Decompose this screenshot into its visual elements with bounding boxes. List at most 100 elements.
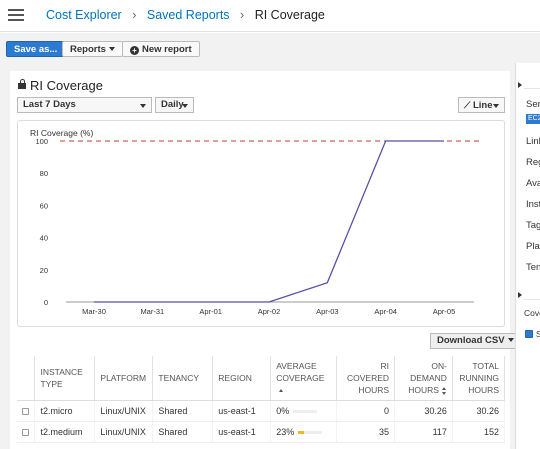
coverage-chart-svg: RI Coverage (%) 0 20 40 60 80 100 Mar-30 Mar-31… [30, 128, 482, 316]
service-badge[interactable]: EC2 [526, 114, 540, 124]
y-tick-label: 0 [44, 298, 48, 307]
granularity-value: Daily [161, 99, 184, 110]
side-divider [524, 88, 540, 89]
x-tick-label: Apr-04 [374, 307, 397, 316]
column-header-ri-covered-hours[interactable]: RI COVERED HOURS [336, 356, 396, 401]
new-report-label: New report [142, 44, 192, 55]
header-label: ON-DEMAND HOURS [408, 361, 447, 395]
select-all-column [17, 356, 36, 401]
column-header-region[interactable]: REGION [212, 356, 272, 401]
new-report-button[interactable]: + New report [122, 41, 200, 57]
column-header-instance-type[interactable]: INSTANCE TYPE [34, 356, 96, 401]
header-label: PLATFORM [100, 373, 147, 383]
line-chart-icon: ⟋ [464, 100, 471, 110]
sort-ascending-icon [279, 389, 284, 393]
x-tick-label: Apr-05 [433, 307, 456, 316]
coverage-series-line [94, 140, 444, 303]
plus-icon: + [130, 46, 139, 55]
report-title-text: RI Coverage [30, 78, 103, 93]
report-panel: RI Coverage Last 7 Days Daily ⟋ Line RI … [10, 71, 521, 449]
x-tick-label: Mar-30 [82, 307, 106, 316]
coverage-cell: 0% [270, 400, 338, 422]
reports-label: Reports [70, 44, 106, 55]
coverage-bar-fill [298, 431, 304, 435]
menu-icon[interactable] [8, 9, 24, 22]
filter-region[interactable]: Reg [526, 157, 540, 168]
header-label: TOTAL RUNNING HOURS [459, 361, 499, 395]
on-demand-hours-cell: 30.26 [394, 400, 453, 422]
table-row[interactable]: t2.medium Linux/UNIX Shared us-east-1 23… [17, 421, 506, 443]
coverage-value: 0% [276, 406, 290, 416]
header-label: INSTANCE TYPE [40, 367, 83, 389]
filters-side-panel: Ser EC2 Link Reg Ava Inst Tag Plat Ten C… [515, 63, 540, 449]
breadcrumb-saved-reports[interactable]: Saved Reports [146, 8, 230, 22]
lock-icon [18, 79, 26, 89]
instance-type-cell: t2.medium [34, 421, 96, 443]
date-range-select[interactable]: Last 7 Days [17, 97, 152, 113]
y-tick-label: 20 [40, 266, 48, 275]
header-label: REGION [218, 373, 252, 383]
date-range-value: Last 7 Days [23, 99, 76, 110]
sort-icon [441, 386, 447, 395]
header-label: RI COVERED HOURS [347, 361, 390, 395]
table-row[interactable]: t2.micro Linux/UNIX Shared us-east-1 0% … [17, 400, 506, 422]
chevron-right-icon[interactable] [518, 82, 522, 88]
chevron-right-icon[interactable] [518, 292, 522, 298]
header-label: AVERAGE COVERAGE [276, 361, 325, 383]
coverage-table: INSTANCE TYPE PLATFORM TENANCY REGION AV… [17, 356, 506, 443]
filter-service[interactable]: Ser [526, 99, 540, 110]
chart-type-select[interactable]: ⟋ Line [458, 97, 505, 113]
caret-down-icon [493, 104, 499, 108]
platform-cell: Linux/UNIX [94, 400, 154, 422]
caret-down-icon [140, 104, 146, 108]
column-header-total-running-hours[interactable]: TOTAL RUNNING HOURS [452, 356, 506, 401]
row-select [17, 421, 36, 443]
save-as-button[interactable]: Save as... [6, 41, 66, 57]
top-bar: Cost Explorer › Saved Reports › RI Cover… [0, 0, 540, 32]
tenancy-cell: Shared [152, 400, 214, 422]
column-header-average-coverage[interactable]: AVERAGE COVERAGE [270, 356, 338, 401]
chart-type-value: Line [472, 100, 493, 111]
coverage-cell: 23% [270, 421, 338, 443]
x-tick-label: Apr-01 [199, 307, 222, 316]
coverage-bar [298, 431, 323, 435]
breadcrumb: Cost Explorer › Saved Reports › RI Cover… [46, 8, 325, 22]
row-checkbox[interactable] [22, 429, 29, 437]
column-header-platform[interactable]: PLATFORM [94, 356, 154, 401]
x-tick-label: Mar-31 [140, 307, 164, 316]
report-title: RI Coverage [18, 78, 103, 93]
filter-platform[interactable]: Plat [526, 241, 540, 252]
granularity-select[interactable]: Daily [155, 97, 194, 113]
column-header-tenancy[interactable]: TENANCY [152, 356, 214, 401]
coverage-bar [293, 410, 318, 414]
table-header-row: INSTANCE TYPE PLATFORM TENANCY REGION AV… [17, 356, 506, 401]
y-tick-label: 80 [40, 169, 48, 178]
tenancy-cell: Shared [152, 421, 214, 443]
filter-availability-zone[interactable]: Ava [526, 178, 540, 189]
toolbar: Save as... Reports + New report [0, 33, 540, 63]
coverage-chart: RI Coverage (%) 0 20 40 60 80 100 Mar-30 Mar-31… [17, 120, 505, 327]
filter-instance-type[interactable]: Inst [526, 199, 540, 210]
x-tick-label: Apr-03 [316, 307, 339, 316]
download-csv-button[interactable]: Download CSV [430, 333, 521, 349]
caret-down-icon [182, 104, 188, 108]
filter-tag[interactable]: Tag [526, 220, 540, 231]
total-running-hours-cell: 152 [452, 421, 506, 443]
filter-linked-account[interactable]: Link [526, 136, 540, 147]
on-demand-hours-cell: 117 [394, 421, 453, 443]
reports-dropdown-button[interactable]: Reports [62, 41, 123, 57]
breadcrumb-cost-explorer[interactable]: Cost Explorer [46, 8, 122, 22]
y-tick-label: 40 [40, 234, 48, 243]
content-area: RI Coverage Last 7 Days Daily ⟋ Line RI … [0, 63, 540, 449]
y-tick-label: 100 [35, 137, 48, 146]
instance-type-cell: t2.micro [34, 400, 96, 422]
show-checkbox[interactable] [525, 330, 533, 338]
y-tick-label: 60 [40, 201, 48, 210]
ri-covered-hours-cell: 0 [336, 400, 396, 422]
column-header-on-demand-hours[interactable]: ON-DEMAND HOURS [394, 356, 453, 401]
filter-tenancy[interactable]: Ten [526, 262, 540, 273]
row-checkbox[interactable] [22, 408, 29, 416]
total-running-hours-cell: 30.26 [452, 400, 506, 422]
row-select [17, 400, 36, 422]
coverage-option-label: Cove [524, 308, 540, 318]
